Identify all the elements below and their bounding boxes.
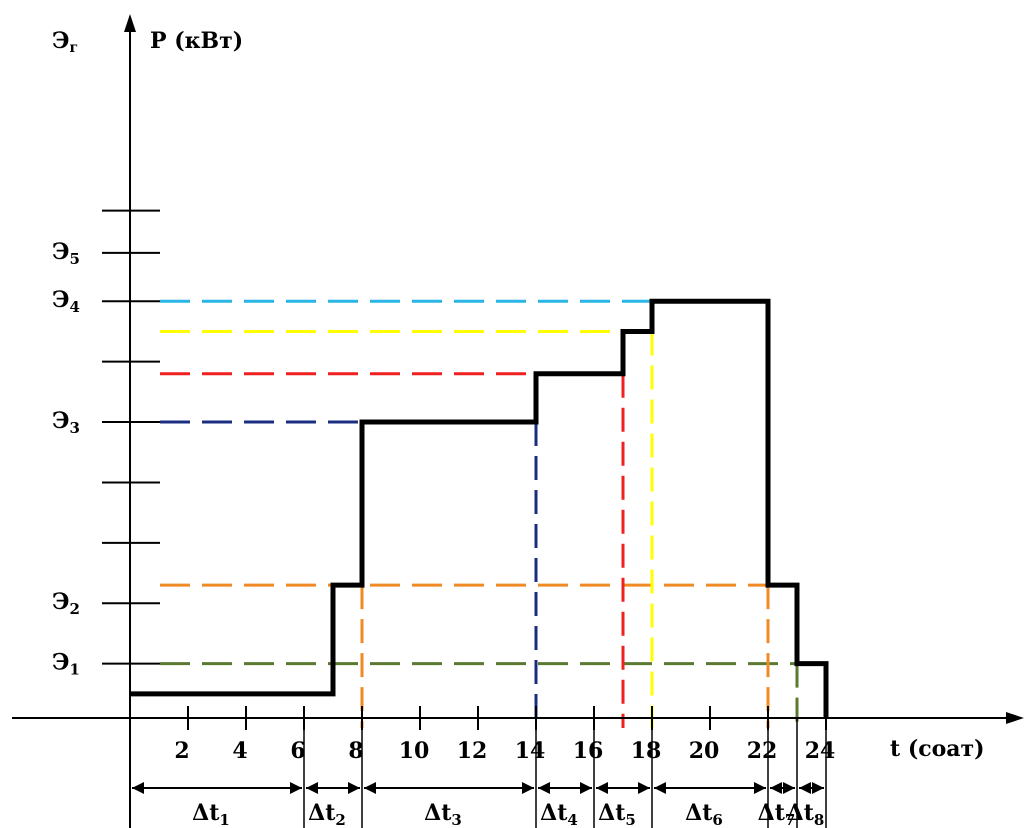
x-tick-label-8: 8 (348, 738, 363, 764)
dash-lines (160, 299, 799, 728)
interval-arrowhead-left-icon-6 (654, 782, 666, 794)
x-tick-label-18: 18 (631, 738, 662, 764)
x-tick-label-12: 12 (457, 738, 488, 764)
interval-label-5: Δt5 (598, 800, 636, 828)
interval-arrowhead-left-icon-1 (132, 782, 144, 794)
interval-label-8: Δt8 (787, 800, 825, 828)
x-tick-label-14: 14 (515, 738, 546, 764)
interval-label-3: Δt3 (424, 800, 462, 828)
x-tick-label-22: 22 (747, 738, 778, 764)
series (130, 298, 829, 718)
x-tick-label-10: 10 (399, 738, 430, 764)
interval-arrowhead-left-icon-4 (538, 782, 550, 794)
interval-arrowhead-right-icon-8 (812, 782, 824, 794)
interval-arrowhead-right-icon-2 (348, 782, 360, 794)
x-ticks: 2 4 6 8 10 12 14 16 18 20 22 24 (174, 706, 835, 764)
interval-arrowhead-right-icon-3 (522, 782, 534, 794)
y-label-1: Э1 (52, 650, 80, 679)
interval-arrowhead-right-icon-6 (754, 782, 766, 794)
y-axis-label-left: Эг (52, 28, 78, 56)
interval-arrowhead-right-icon-7 (783, 782, 795, 794)
x-axis-label: t (сoат) (890, 736, 985, 762)
interval-label-4: Δt4 (540, 800, 578, 828)
y-label-3: Э3 (52, 408, 80, 437)
interval-arrowhead-left-icon-7 (770, 782, 782, 794)
y-label-4: Э4 (52, 287, 80, 316)
interval-arrowhead-left-icon-3 (364, 782, 376, 794)
x-axis-arrow-icon (1006, 712, 1024, 724)
x-tick-label-16: 16 (573, 738, 604, 764)
y-axis-label: P (кВт) (150, 28, 243, 54)
interval-arrowhead-right-icon-1 (290, 782, 302, 794)
x-tick-label-20: 20 (689, 738, 720, 764)
series-line-0 (130, 298, 829, 718)
interval-arrowhead-left-icon-2 (306, 782, 318, 794)
interval-label-7: Δt7 (758, 800, 796, 828)
interval-arrowhead-left-icon-8 (799, 782, 811, 794)
y-axis-arrow-icon (124, 14, 136, 32)
x-tick-label-6: 6 (290, 738, 305, 764)
interval-arrowhead-left-icon-5 (596, 782, 608, 794)
interval-label-6: Δt6 (685, 800, 723, 828)
interval-label-2: Δt2 (308, 800, 346, 828)
interval-label-1: Δt1 (192, 800, 230, 828)
y-label-2: Э2 (52, 589, 80, 618)
x-tick-label-4: 4 (232, 738, 247, 764)
interval-arrowhead-right-icon-4 (580, 782, 592, 794)
x-tick-label-24: 24 (805, 738, 836, 764)
x-tick-label-2: 2 (174, 738, 189, 764)
y-ticks: Э1 Э2 Э3 Э4 Э5 (52, 209, 160, 679)
y-label-5: Э5 (52, 239, 80, 268)
interval-arrowhead-right-icon-5 (638, 782, 650, 794)
